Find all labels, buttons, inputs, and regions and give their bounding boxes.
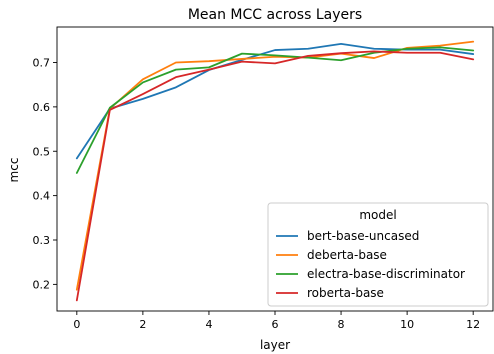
- legend-box: [267, 202, 489, 307]
- y-tick-label: 0.5: [33, 145, 51, 158]
- x-tick-label: 6: [272, 318, 279, 331]
- x-tick-label: 0: [73, 318, 80, 331]
- legend-title: model: [359, 208, 396, 222]
- y-axis-title: mcc: [7, 158, 21, 183]
- x-tick-label: 12: [466, 318, 480, 331]
- legend: model bert-base-uncased deberta-base electr…: [267, 202, 489, 307]
- x-tick-label: 10: [400, 318, 414, 331]
- y-tick-label: 0.7: [33, 57, 51, 70]
- x-tick-label: 4: [205, 318, 212, 331]
- legend-label-2: electra-base-discriminator: [307, 267, 465, 281]
- plot-area: 0 2 4 6 8 10 12 0.2 0.3 0.4 0.5 0.6 0.7: [33, 26, 494, 331]
- legend-label-0: bert-base-uncased: [307, 229, 419, 243]
- x-tick-label: 2: [139, 318, 146, 331]
- y-tick-label: 0.4: [33, 190, 51, 203]
- series-line-2: [75, 46, 475, 174]
- y-tick-label: 0.6: [33, 101, 51, 114]
- series-line-3: [75, 50, 475, 302]
- series-line-0: [75, 42, 475, 160]
- y-tick-label: 0.3: [33, 234, 51, 247]
- legend-label-1: deberta-base: [307, 248, 387, 262]
- y-tick-label: 0.2: [33, 278, 51, 291]
- legend-label-3: roberta-base: [307, 286, 384, 300]
- x-axis-title: layer: [260, 338, 290, 352]
- x-tick-label: 8: [338, 318, 345, 331]
- chart-title: Mean MCC across Layers: [188, 7, 362, 23]
